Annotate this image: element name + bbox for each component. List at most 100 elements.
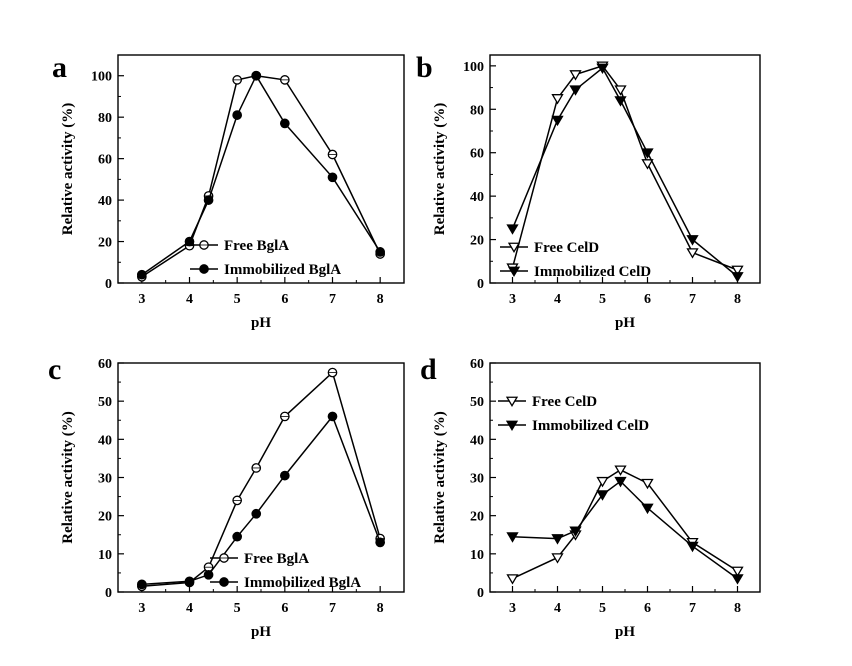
legend: Free BglA Immobilized BglA — [210, 551, 361, 591]
data-point — [641, 503, 654, 515]
data-point — [279, 470, 290, 481]
data-point — [232, 531, 243, 542]
data-point — [686, 235, 699, 246]
data-point — [184, 236, 195, 247]
x-tick-label: 3 — [138, 292, 145, 307]
y-tick-label: 10 — [98, 548, 112, 563]
y-tick-label: 40 — [470, 190, 484, 205]
x-tick-label: 6 — [281, 601, 288, 616]
y-axis-title: Relative activity (%) — [432, 411, 448, 543]
y-tick-label: 50 — [98, 395, 112, 410]
data-point — [614, 85, 627, 96]
x-tick-label: 3 — [509, 601, 516, 616]
legend-label: Free BglA — [244, 551, 309, 567]
data-point — [136, 579, 147, 590]
legend-label: Immobilized CelD — [532, 418, 649, 434]
y-tick-label: 80 — [98, 111, 112, 126]
y-tick-label: 100 — [91, 70, 112, 85]
data-point — [203, 195, 214, 205]
x-tick-label: 8 — [734, 292, 741, 307]
legend-label: Immobilized BglA — [244, 575, 361, 591]
legend-marker — [505, 396, 519, 408]
data-point — [569, 526, 582, 537]
x-axis-title: pH — [251, 315, 271, 331]
x-tick-label: 8 — [377, 292, 384, 307]
y-tick-label: 50 — [470, 395, 484, 410]
y-tick-label: 0 — [105, 277, 112, 292]
y-tick-label: 10 — [470, 548, 484, 563]
series-line — [511, 66, 738, 278]
data-point — [551, 553, 564, 564]
data-point — [551, 115, 564, 127]
y-tick-label: 30 — [98, 472, 112, 487]
data-point — [641, 148, 654, 159]
data-point — [596, 490, 609, 501]
panel-c: c 3 4 5 6 7 8 0 10 20 30 40 50 60 pH Relative activity … — [48, 353, 405, 640]
series-1 — [506, 63, 744, 283]
x-tick-label: 7 — [689, 601, 696, 616]
y-tick-label: 40 — [98, 433, 112, 448]
y-tick-label: 40 — [98, 194, 112, 209]
legend-label: Free CelD — [532, 394, 597, 410]
x-tick-label: 6 — [644, 601, 651, 616]
y-tick-label: 20 — [470, 510, 484, 525]
x-tick-label: 3 — [138, 601, 145, 616]
data-point — [184, 576, 195, 587]
data-point — [596, 476, 609, 488]
data-point — [251, 70, 262, 81]
legend-marker — [199, 264, 209, 274]
data-point — [641, 478, 654, 490]
series-line — [512, 480, 738, 580]
data-point — [203, 569, 214, 580]
series-line — [141, 74, 381, 278]
y-tick-label: 60 — [98, 153, 112, 168]
x-tick-label: 8 — [734, 601, 741, 616]
data-point — [731, 265, 744, 277]
legend: Free BglA Immobilized BglA — [190, 238, 341, 278]
x-tick-label: 4 — [186, 292, 193, 307]
y-axis-title: Relative activity (%) — [432, 103, 448, 235]
legend: Free CelD Immobilized CelD — [500, 240, 651, 280]
data-point — [731, 272, 744, 283]
data-point — [375, 247, 386, 257]
data-point — [375, 537, 386, 548]
x-tick-label: 7 — [329, 292, 336, 307]
data-point — [327, 172, 338, 183]
data-point — [614, 96, 627, 107]
data-point — [551, 94, 564, 105]
data-point — [641, 159, 654, 170]
data-point — [279, 118, 290, 129]
x-axis-title: pH — [615, 624, 635, 640]
y-tick-label: 0 — [105, 586, 112, 601]
series-0 — [506, 61, 744, 277]
x-tick-label: 4 — [554, 601, 561, 616]
data-point — [596, 63, 609, 75]
panel-label-c: c — [48, 353, 61, 386]
x-tick-label: 4 — [186, 601, 193, 616]
data-point — [614, 465, 627, 476]
data-point — [569, 70, 582, 81]
y-tick-label: 60 — [470, 147, 484, 162]
legend-label: Immobilized CelD — [534, 264, 651, 280]
data-point — [251, 508, 262, 519]
x-axis-title: pH — [615, 315, 635, 331]
data-point — [551, 534, 564, 545]
x-tick-label: 5 — [234, 292, 241, 307]
y-tick-label: 40 — [470, 433, 484, 448]
series-1 — [136, 70, 386, 280]
y-tick-label: 20 — [98, 236, 112, 251]
data-point — [327, 411, 338, 422]
data-point — [686, 541, 699, 553]
legend-label: Free BglA — [224, 238, 289, 254]
legend: Free CelD Immobilized CelD — [498, 394, 649, 434]
legend-marker — [507, 266, 521, 278]
x-axis-title: pH — [251, 624, 271, 640]
legend-marker — [505, 420, 519, 432]
y-axis-title: Relative activity (%) — [60, 103, 76, 235]
y-tick-label: 0 — [477, 586, 484, 601]
data-point — [506, 224, 519, 235]
y-tick-label: 60 — [470, 357, 484, 372]
data-point — [506, 532, 519, 543]
